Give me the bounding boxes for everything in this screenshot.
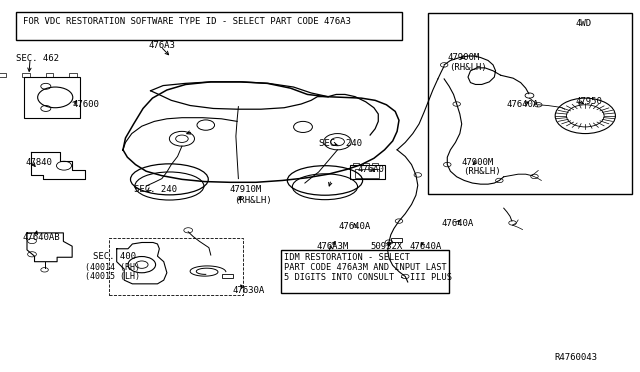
- Bar: [428, 13, 632, 194]
- Text: 47840: 47840: [25, 157, 52, 167]
- Text: 47900M: 47900M: [461, 157, 494, 167]
- Bar: [350, 165, 385, 179]
- Text: 47640A: 47640A: [410, 243, 442, 251]
- Text: 47600: 47600: [73, 100, 100, 109]
- Text: 47640A: 47640A: [507, 100, 539, 109]
- Bar: [355, 169, 379, 178]
- Text: 47950: 47950: [576, 97, 603, 106]
- Text: 50932X: 50932X: [370, 243, 403, 251]
- Text: SEC. 400: SEC. 400: [93, 251, 136, 261]
- Text: SEC. 240: SEC. 240: [134, 185, 177, 194]
- Bar: [69, 73, 77, 77]
- Text: 476A0: 476A0: [358, 165, 385, 174]
- Text: 47910M: 47910M: [230, 185, 262, 194]
- Text: 4WD: 4WD: [576, 19, 592, 28]
- Text: (40015 (LH): (40015 (LH): [85, 272, 140, 281]
- Text: PART CODE 476A3M AND INPUT LAST: PART CODE 476A3M AND INPUT LAST: [284, 263, 447, 272]
- Bar: [0, 73, 6, 77]
- Text: 47900M: 47900M: [447, 53, 479, 62]
- Bar: [109, 238, 243, 295]
- Bar: [363, 163, 369, 165]
- Bar: [22, 73, 30, 77]
- Text: SEC. 462: SEC. 462: [17, 54, 60, 63]
- Text: (RH&LH): (RH&LH): [234, 196, 271, 205]
- Bar: [353, 163, 360, 165]
- Bar: [391, 238, 402, 242]
- Text: 47630A: 47630A: [232, 286, 264, 295]
- Text: (40014 (RH): (40014 (RH): [85, 263, 140, 272]
- Text: IDM RESTORATION - SELECT: IDM RESTORATION - SELECT: [284, 253, 410, 262]
- Bar: [17, 13, 402, 40]
- Bar: [222, 274, 233, 278]
- Text: 47640A: 47640A: [441, 219, 473, 228]
- Text: 47640A: 47640A: [339, 222, 371, 231]
- Text: 476A3M: 476A3M: [317, 243, 349, 251]
- Text: SEC. 240: SEC. 240: [319, 139, 362, 148]
- Bar: [46, 73, 53, 77]
- Text: 47640AB: 47640AB: [22, 233, 60, 242]
- Text: (RH&LH): (RH&LH): [449, 63, 487, 72]
- Bar: [24, 77, 80, 118]
- Text: R4760043: R4760043: [554, 353, 597, 362]
- Text: (RH&LH): (RH&LH): [463, 167, 500, 176]
- Bar: [372, 163, 378, 165]
- Text: 5 DIGITS INTO CONSULT - III PLUS: 5 DIGITS INTO CONSULT - III PLUS: [284, 273, 452, 282]
- Text: 476A3: 476A3: [148, 41, 175, 50]
- Text: FOR VDC RESTORATION SOFTWARE TYPE ID - SELECT PART CODE 476A3: FOR VDC RESTORATION SOFTWARE TYPE ID - S…: [22, 17, 351, 26]
- Bar: [281, 250, 449, 293]
